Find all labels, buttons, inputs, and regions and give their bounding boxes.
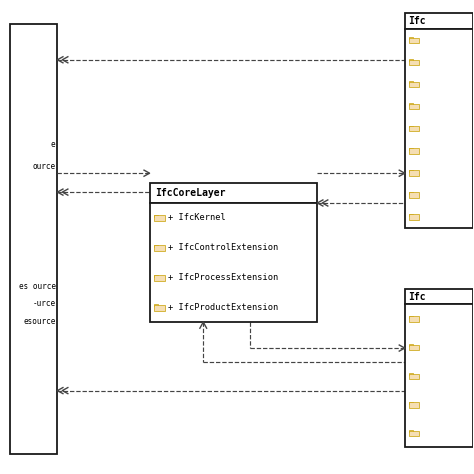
- Text: IfcCoreLayer: IfcCoreLayer: [155, 188, 226, 198]
- Bar: [409, 82, 412, 83]
- Bar: [409, 192, 412, 194]
- Bar: [155, 245, 158, 247]
- Bar: [405, 304, 474, 447]
- Text: esource: esource: [23, 317, 55, 326]
- Text: e: e: [51, 140, 55, 149]
- Bar: [155, 275, 164, 281]
- Bar: [409, 148, 419, 154]
- Bar: [409, 103, 412, 105]
- Bar: [409, 148, 412, 149]
- Bar: [409, 402, 412, 404]
- Bar: [409, 214, 412, 216]
- Bar: [155, 304, 158, 307]
- Bar: [405, 28, 474, 228]
- Text: + IfcProductExtension: + IfcProductExtension: [167, 303, 278, 312]
- Text: + IfcKernel: + IfcKernel: [167, 213, 225, 222]
- Bar: [409, 316, 419, 322]
- Bar: [409, 37, 412, 39]
- Bar: [150, 182, 318, 203]
- Bar: [409, 170, 412, 172]
- Text: + IfcControlExtension: + IfcControlExtension: [167, 243, 278, 252]
- Bar: [155, 246, 164, 251]
- Bar: [409, 345, 419, 350]
- Bar: [409, 402, 419, 408]
- Text: es ource: es ource: [18, 282, 55, 291]
- Bar: [409, 373, 412, 375]
- Bar: [155, 215, 158, 217]
- Bar: [409, 82, 419, 87]
- Text: ource: ource: [32, 162, 55, 171]
- Bar: [10, 24, 57, 455]
- Bar: [409, 430, 412, 432]
- Text: + IfcProcessExtension: + IfcProcessExtension: [167, 273, 278, 282]
- Bar: [409, 104, 419, 109]
- Text: Ifc: Ifc: [409, 16, 426, 26]
- Bar: [409, 60, 419, 65]
- Bar: [409, 126, 419, 131]
- Bar: [155, 274, 158, 277]
- Bar: [409, 431, 419, 436]
- Bar: [409, 214, 419, 220]
- Bar: [155, 216, 164, 221]
- Bar: [405, 12, 474, 28]
- Bar: [409, 59, 412, 61]
- Bar: [405, 289, 474, 304]
- Bar: [409, 37, 419, 43]
- Bar: [409, 192, 419, 198]
- Bar: [409, 374, 419, 379]
- Bar: [409, 345, 412, 346]
- Text: -urce: -urce: [32, 300, 55, 309]
- Text: Ifc: Ifc: [409, 292, 426, 301]
- Bar: [150, 203, 318, 322]
- Bar: [409, 316, 412, 318]
- Bar: [409, 170, 419, 175]
- Bar: [155, 305, 164, 311]
- Bar: [409, 126, 412, 128]
